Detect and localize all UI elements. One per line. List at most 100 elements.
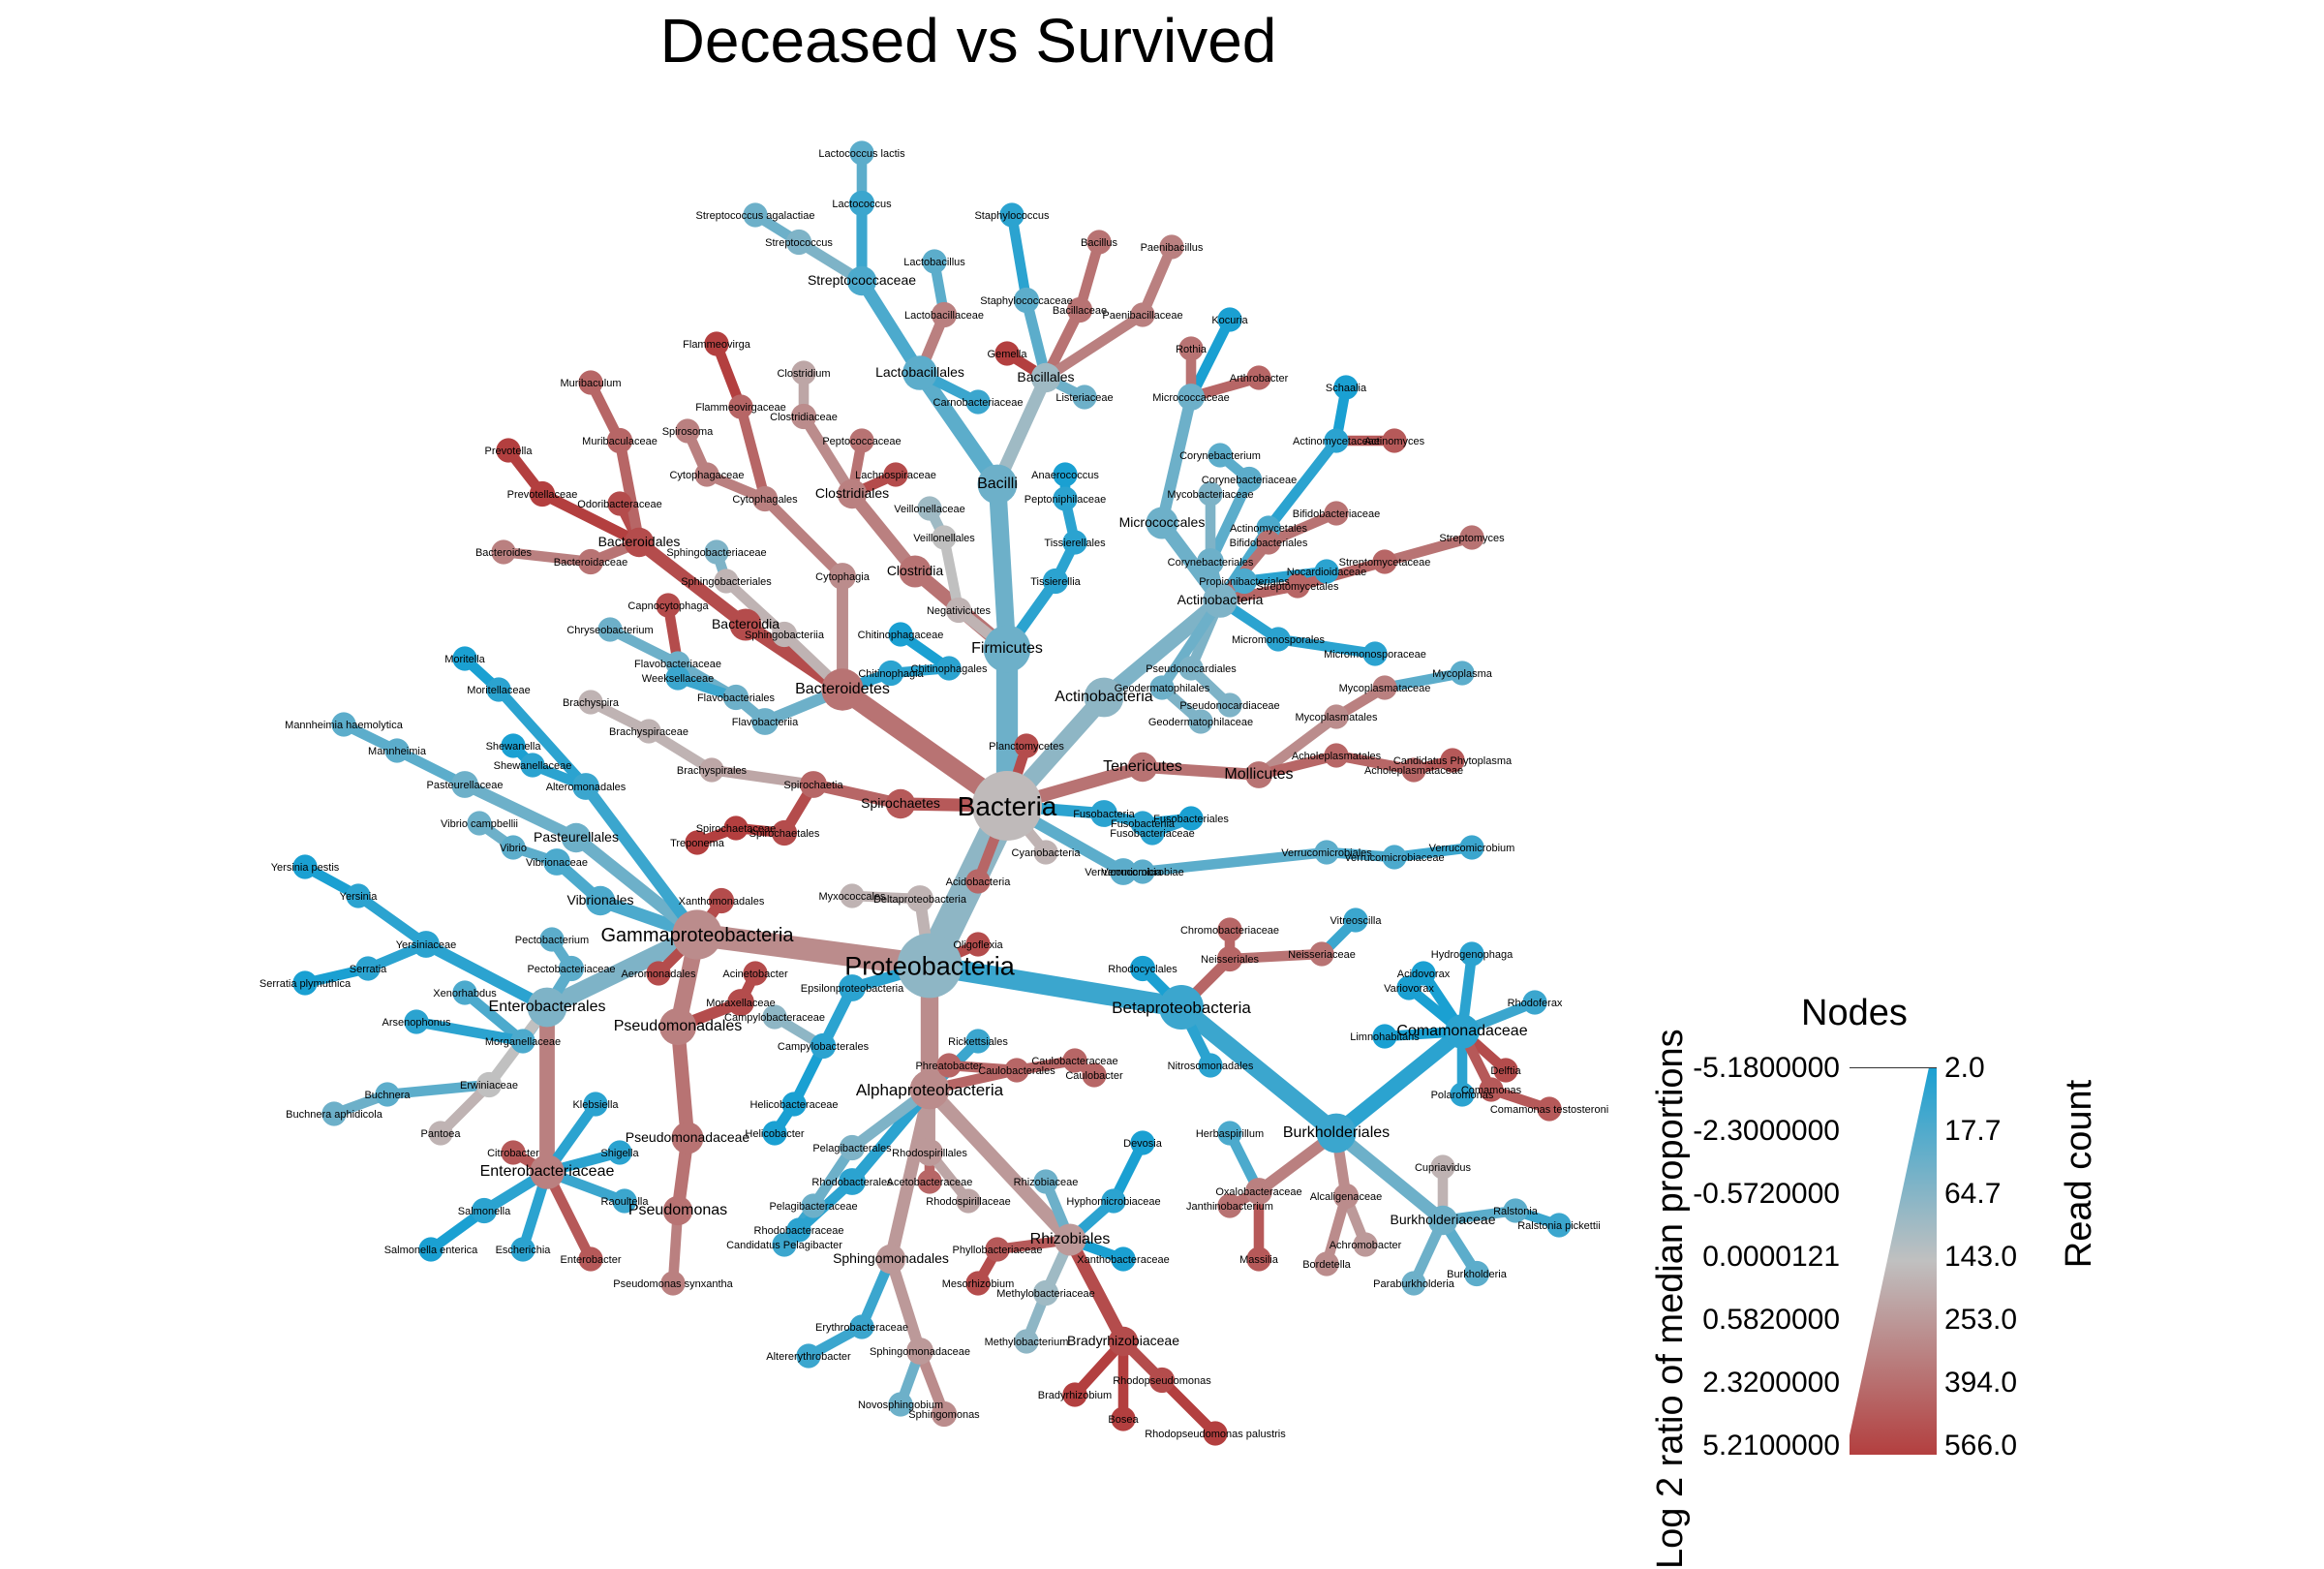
edge-staphylococcus	[1006, 209, 1032, 306]
node-sphingobacteriia	[771, 621, 798, 648]
node-brachyspirales	[699, 757, 724, 783]
node-xanthobacteraceae	[1111, 1246, 1136, 1272]
edge-acholeplasmataceae	[1330, 750, 1420, 776]
node-bacteroidetes	[821, 668, 864, 711]
node-veillonellaceae	[917, 496, 942, 521]
edge-neisseriaceae	[1224, 948, 1328, 965]
edge-streptococcaceae	[855, 274, 927, 380]
node-bradyrhizobiaceae	[1108, 1326, 1139, 1357]
node-burkholderia	[1463, 1260, 1490, 1287]
edge-brachyspiraceae	[643, 725, 718, 776]
node-spirosoma	[675, 418, 700, 444]
node-buchnera-aphidicola	[321, 1101, 347, 1126]
node-peptococcaceae	[849, 428, 874, 453]
node-vibrionaceae	[543, 848, 570, 876]
label-micrococcaceae: Micrococcaceae	[1152, 392, 1229, 404]
label-lactobacillus: Lactobacillus	[903, 257, 965, 268]
tree-nodes	[292, 140, 1572, 1446]
label-vibrio: Vibrio	[500, 843, 527, 854]
label-cupriavidus: Cupriavidus	[1415, 1162, 1472, 1174]
node-gemella	[994, 341, 1020, 366]
node-alteromonadales	[572, 773, 599, 800]
node-schaalia	[1333, 375, 1359, 400]
label-pseudomonas-synxantha: Pseudomonas synxantha	[613, 1278, 733, 1290]
node-klebsiella	[583, 1092, 608, 1117]
node-mannheimia	[384, 738, 410, 763]
label-rhodospirillaceae: Rhodospirillaceae	[926, 1196, 1010, 1208]
node-helicobacteraceae	[781, 1092, 807, 1117]
edge-pseudomonadaceae	[670, 1019, 695, 1146]
edge-burkholderiales	[1172, 998, 1346, 1143]
label-epsilonproteobacteria: Epsilonproteobacteria	[801, 983, 904, 995]
edge-mycoplasma	[1379, 667, 1468, 693]
node-negativicutes	[945, 597, 972, 624]
node-hydrogenophaga	[1459, 941, 1484, 967]
label-corynebacteriales: Corynebacteriales	[1168, 557, 1254, 569]
node-brachyspira	[578, 690, 603, 715]
label-lactococcus-lactis: Lactococcus lactis	[818, 148, 905, 160]
edge-geodermatophilales	[1156, 595, 1226, 693]
label-caulobacter: Caulobacter	[1065, 1070, 1123, 1082]
node-vibrionales	[585, 885, 616, 916]
label-proteobacteria: Proteobacteria	[844, 951, 1016, 980]
legend-size-tick: 17.7	[1944, 1115, 2002, 1147]
node-veillonellales	[932, 525, 957, 550]
label-anaerococcus: Anaerococcus	[1031, 470, 1099, 481]
label-hyphomicrobiaceae: Hyphomicrobiaceae	[1066, 1196, 1160, 1208]
node-lactobacillus	[922, 249, 947, 274]
node-planctomycetes	[1014, 733, 1039, 758]
label-tenericutes: Tenericutes	[1103, 758, 1182, 775]
node-moraxellaceae	[727, 989, 754, 1016]
label-rhodobacterales: Rhodobacterales	[811, 1177, 893, 1188]
node-moritellaceae	[486, 677, 511, 702]
edge-gammaproteobacteria	[686, 923, 941, 977]
label-burkholderiales: Burkholderiales	[1283, 1124, 1390, 1141]
node-paenibacillus	[1159, 234, 1184, 260]
label-acholeplasmataceae: Acholeplasmataceae	[1364, 765, 1463, 777]
node-nitrosomonadales	[1198, 1053, 1223, 1078]
legend-color-tick: 5.2100000	[1702, 1430, 1840, 1461]
node-flavobacteriia	[751, 708, 779, 735]
node-bacilli	[977, 464, 1018, 505]
label-chryseobacterium: Chryseobacterium	[566, 625, 653, 636]
node-aeromonadales	[646, 961, 671, 986]
node-caulobacterales	[1004, 1058, 1029, 1083]
legend-color-tick: 0.5820000	[1702, 1304, 1840, 1336]
label-limnohabitans: Limnohabitans	[1350, 1031, 1420, 1043]
label-sphingobacteriaceae: Sphingobacteriaceae	[666, 547, 766, 559]
node-flammeovirgaceae	[728, 394, 753, 419]
label-mycoplasmatales: Mycoplasmatales	[1296, 712, 1378, 723]
label-micromonosporales: Micromonosporales	[1232, 634, 1325, 646]
label-verrucomicrobia: Verrucomicrobia	[1085, 867, 1162, 878]
node-xenorhabdus	[452, 980, 477, 1005]
label-capnocytophaga: Capnocytophaga	[627, 600, 709, 612]
label-prevotellaceae: Prevotellaceae	[507, 489, 578, 501]
node-actinomycetaceae	[1324, 428, 1349, 453]
node-carnobacteriaceae	[965, 389, 991, 415]
chart-title: Deceased vs Survived	[659, 6, 1277, 76]
node-clostridiaceae	[790, 403, 817, 430]
node-bacteroides	[491, 539, 516, 565]
label-burkholderiaceae: Burkholderiaceae	[1391, 1212, 1496, 1227]
node-bacteroidia	[729, 608, 762, 641]
node-enterobacteriaceae	[530, 1154, 565, 1189]
node-rhodopseudomonas	[1148, 1367, 1176, 1394]
label-brachyspira: Brachyspira	[563, 697, 620, 709]
label-cytophagales: Cytophagales	[732, 494, 798, 506]
label-rhizobiaceae: Rhizobiaceae	[1014, 1177, 1079, 1188]
label-vibrionales: Vibrionales	[566, 892, 633, 908]
node-deltaproteobacteria	[906, 885, 933, 912]
node-streptomycetaceae	[1372, 549, 1397, 574]
label-chitinophagales: Chitinophagales	[911, 663, 988, 675]
label-yersiniaceae: Yersiniaceae	[396, 939, 457, 951]
node-clostridiales	[837, 478, 868, 509]
node-sphingomonadaceae	[906, 1338, 933, 1365]
label-geodermatophilaceae: Geodermatophilaceae	[1148, 717, 1253, 728]
edge-chryseobacterium	[604, 624, 684, 669]
node-pseudonocardiaceae	[1217, 692, 1242, 718]
label-bacilli: Bacilli	[977, 476, 1018, 492]
node-vitreoscilla	[1343, 908, 1368, 933]
edge-buchnera	[382, 1079, 495, 1100]
label-rhodospirillales: Rhodospirillales	[892, 1148, 967, 1159]
legend-size-tick: 253.0	[1944, 1304, 2018, 1336]
